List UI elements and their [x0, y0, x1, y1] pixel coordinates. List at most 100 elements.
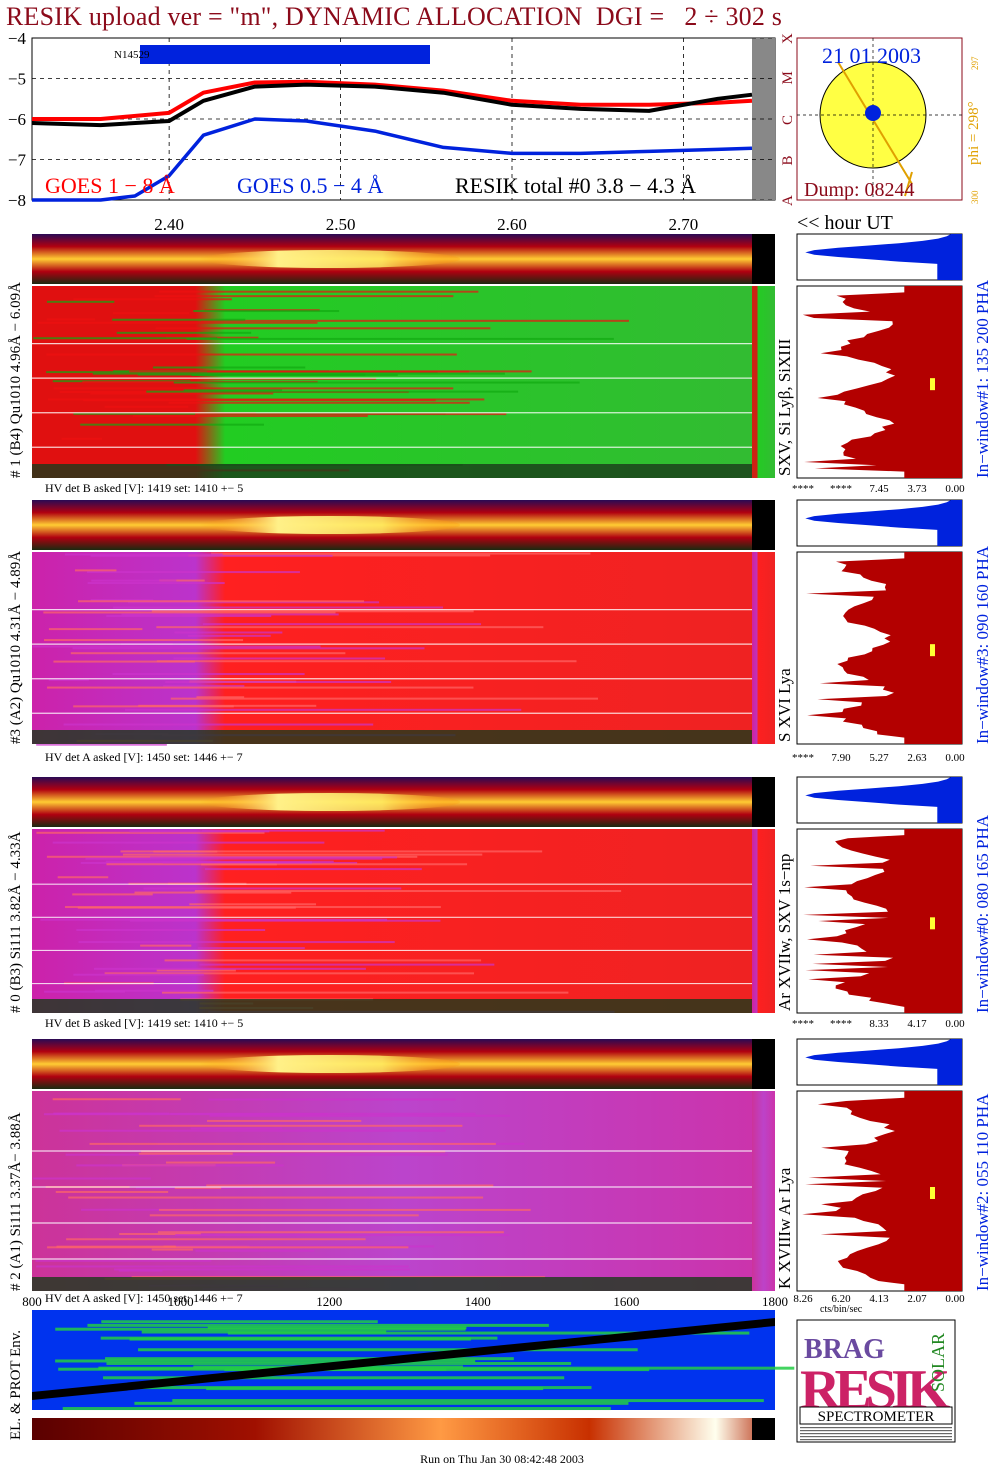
goes-class-label: C	[780, 115, 796, 125]
goes-lightcurve-panel: N14529 −4 −5 −6 −7 −8 X M C B A 2.40 2.50 2.60 2.70…	[8, 29, 893, 234]
channel-hv-label: HV det A asked [V]: 1450 set: 1446 +− 7	[45, 750, 243, 764]
channel-left-label: # 2 (A1) Si111 3.37Å− 3.88Å	[8, 1112, 24, 1291]
spectrum-tick-label: ****	[830, 483, 852, 495]
observation-date: 21 01 2003	[822, 43, 921, 68]
spectrum-tick-label: 6.20	[831, 1293, 851, 1305]
spectrum-tick-label: 8.26	[793, 1293, 813, 1305]
spectrum-histogram	[803, 829, 962, 1013]
spectrum-marker	[930, 644, 935, 657]
bottom-tick-label: 800	[22, 1294, 42, 1309]
spectrum-tick-label: 0.00	[945, 483, 965, 495]
logo-caption: SPECTROMETER	[818, 1409, 935, 1425]
legend-resik-total: RESIK total #0 3.8 − 4.3 Å	[455, 173, 696, 198]
spectrum-marker	[930, 1187, 935, 1199]
bottom-tick-label: 1200	[316, 1294, 342, 1309]
channel-left-label: # 1 (B4) Qu1010 4.96Å − 6.09Å	[8, 282, 24, 478]
in-window-label: In−window#0: 080 165 PHA	[973, 814, 992, 1013]
spectrum-tick-label: 4.17	[907, 1018, 927, 1030]
phi-low: 300	[970, 190, 980, 204]
goes-ytick-label: −8	[8, 191, 26, 210]
resik-logo: BRAG RESIK SOLAR SPECTROMETER	[796, 1319, 957, 1443]
noaa-region-label: N14529	[114, 49, 150, 61]
environment-panel: EL. & PROT Env.	[8, 1310, 795, 1440]
env-colorbar	[32, 1418, 775, 1440]
channel-line-label: SXV, Si Lyβ, SiXIII	[775, 338, 794, 476]
channel-line-label: S XVI Lya	[775, 668, 794, 742]
spectrum-tick-label: 7.45	[869, 483, 889, 495]
phi-sup: 297	[970, 56, 980, 70]
env-diagonal	[32, 1318, 775, 1400]
spectrum-tick-label: 7.90	[831, 752, 851, 764]
in-window-label: In−window#2: 055 110 PHA	[973, 1093, 992, 1291]
goes-ytick-label: −7	[8, 151, 27, 170]
spectrum-tick-label: 0.00	[945, 1018, 965, 1030]
goes-series-line-2	[31, 82, 753, 128]
spectrum-tick-label: 0.00	[945, 752, 965, 764]
spectrum-marker	[930, 917, 935, 930]
spectrum-tick-label: ****	[792, 752, 814, 764]
bottom-axis: 800 1000 1200 1400 1600 1800	[22, 1294, 788, 1309]
legend-goes-05-4: GOES 0.5 − 4 Å	[237, 173, 383, 198]
spectrum-histogram	[806, 552, 962, 744]
channel-hv-label: HV det A asked [V]: 1450 set: 1446 +− 7	[45, 1291, 243, 1305]
spectrum-tick-label: 5.27	[869, 752, 889, 764]
spectrum-marker	[930, 378, 935, 391]
channel-strip-glow	[200, 516, 460, 534]
bottom-tick-label: 1000	[168, 1294, 194, 1309]
goes-ytick-label: −4	[8, 29, 27, 48]
spectrum-tick-label: 8.33	[869, 1018, 889, 1030]
channel-hv-label: HV det B asked [V]: 1419 set: 1410 +− 5	[45, 481, 243, 495]
spectrum-tick-label: ****	[792, 483, 814, 495]
spectrum-tick-label: 2.07	[907, 1293, 927, 1305]
phi-angle: phi = 298°	[966, 101, 982, 165]
logo-brag: BRAG	[804, 1334, 885, 1365]
goes-xtick-label: 2.50	[326, 215, 356, 234]
channel-left-label: #3 (A2) Qu1010 4.31Å − 4.89Å	[8, 551, 24, 744]
spectrum-tick-label: 2.63	[907, 752, 927, 764]
channel-strip-glow	[200, 1055, 460, 1073]
bottom-tick-label: 1800	[762, 1294, 788, 1309]
pointing-line	[837, 61, 913, 185]
sun-center-marker	[865, 105, 881, 121]
channel-line-label: K XVIIIw Ar Lya	[775, 1167, 794, 1289]
dump-number: Dump: 08244	[804, 179, 915, 201]
noaa-region-bar	[140, 45, 430, 64]
channel-panel-0: # 1 (B4) Qu1010 4.96Å − 6.09Å SXV, Si Lyβ…	[8, 233, 992, 495]
channel-panel-1: #3 (A2) Qu1010 4.31Å − 4.89Å S XVI Lya HV …	[8, 499, 992, 764]
legend-goes-1-8: GOES 1 − 8 Å	[45, 173, 175, 198]
spectrum-tick-label: 3.73	[907, 483, 927, 495]
goes-ytick-label: −6	[8, 110, 26, 129]
goes-class-label: M	[780, 71, 796, 84]
channel-left-label: # 0 (B3) Si111 3.82Å − 4.33Å	[8, 831, 24, 1013]
goes-xtick-label: 2.40	[154, 215, 184, 234]
logo-solar: SOLAR	[928, 1333, 948, 1392]
pha-histogram	[805, 777, 962, 823]
pha-histogram	[805, 500, 962, 546]
page-title: RESIK upload ver = "m", DYNAMIC ALLOCATI…	[6, 2, 783, 31]
goes-class-label: B	[780, 155, 796, 165]
channel-panel-3: # 2 (A1) Si111 3.37Å− 3.88Å K XVIIIw Ar L…	[8, 1038, 992, 1305]
bottom-tick-label: 1400	[465, 1294, 491, 1309]
goes-class-label: X	[780, 33, 796, 44]
spectrum-tick-label: ****	[830, 1018, 852, 1030]
channel-strip-glow	[200, 250, 460, 268]
goes-series-line-1	[32, 117, 753, 202]
spectrum-tick-label: 4.13	[869, 1293, 889, 1305]
goes-xtick-label: 2.70	[669, 215, 699, 234]
in-window-label: In−window#3: 090 160 PHA	[973, 545, 992, 744]
spectrum-tick-label: ****	[792, 1018, 814, 1030]
spectrum-histogram	[802, 286, 962, 478]
spectrum-histogram	[802, 1091, 962, 1291]
footer-run-info: Run on Thu Jan 30 08:42:48 2003	[420, 1452, 584, 1466]
channel-strip-glow	[200, 793, 460, 811]
cts-bin-sec-label: cts/bin/sec	[820, 1304, 863, 1315]
goes-ytick-label: −5	[8, 70, 26, 89]
pha-histogram	[805, 234, 962, 280]
bottom-tick-label: 1600	[613, 1294, 639, 1309]
env-axis-label: EL. & PROT Env.	[8, 1330, 24, 1440]
channel-hv-label: HV det B asked [V]: 1419 set: 1410 +− 5	[45, 1016, 243, 1030]
pha-histogram	[805, 1039, 962, 1085]
sun-position-panel: 21 01 2003 Dump: 08244 phi = 298° 297 30…	[796, 37, 982, 204]
channel-line-label: Ar XVIIw, SXV 1s−np	[775, 854, 794, 1011]
